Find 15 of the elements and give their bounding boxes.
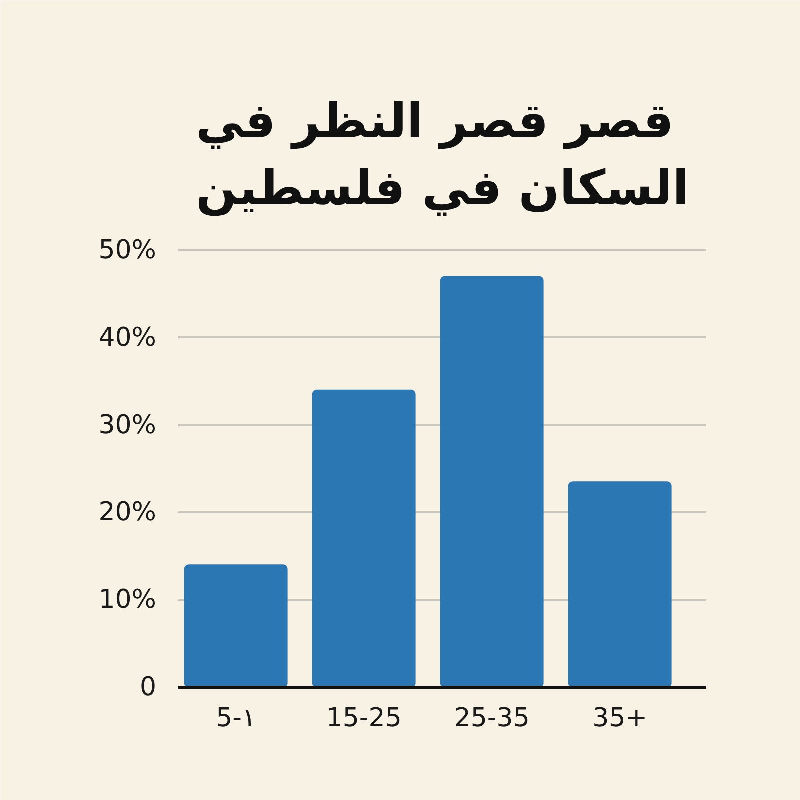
x-tick-label: 25-35 [454, 704, 530, 734]
x-tick-label: 5-١ [216, 704, 256, 734]
y-tick-label: 30% [98, 410, 157, 440]
bar [312, 390, 416, 688]
bar [440, 276, 544, 688]
y-tick-label: 20% [98, 498, 157, 528]
y-tick-label: 10% [98, 585, 157, 616]
chart-title: قصر قصر النظر في السكان في فلسطين [196, 93, 690, 216]
y-tick-label: 50% [98, 235, 157, 266]
y-tick-label: 0 [140, 672, 157, 702]
x-tick-label: 15-25 [326, 704, 402, 734]
bar [568, 482, 672, 688]
y-tick-label: 40% [98, 322, 157, 353]
bar [184, 564, 288, 688]
x-tick-label: 35+ [592, 704, 648, 734]
